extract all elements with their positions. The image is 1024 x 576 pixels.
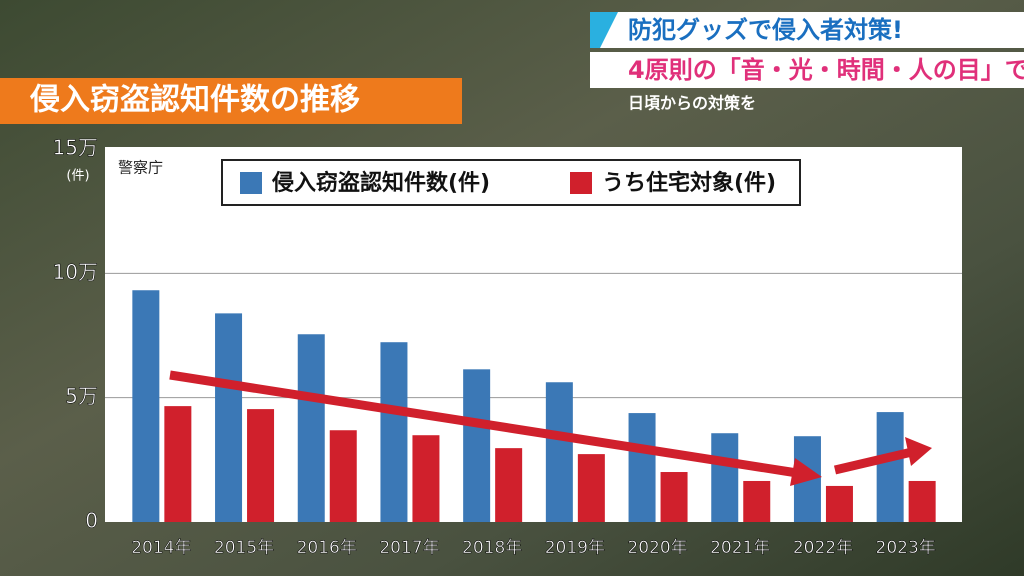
caption-box bbox=[590, 12, 1024, 48]
bar bbox=[247, 409, 275, 522]
legend-label: うち住宅対象(件) bbox=[602, 170, 776, 196]
bar bbox=[215, 313, 243, 522]
x-tick-label: 2021年 bbox=[710, 538, 770, 558]
bar bbox=[660, 472, 688, 522]
bar bbox=[908, 480, 936, 522]
bar bbox=[825, 485, 853, 522]
y-tick-label: 0 bbox=[85, 509, 98, 533]
legend bbox=[221, 159, 801, 206]
bar bbox=[164, 406, 192, 522]
y-tick-label: 5万 bbox=[65, 384, 98, 408]
title-banner bbox=[0, 78, 462, 124]
bar bbox=[297, 334, 325, 522]
bar bbox=[380, 342, 408, 522]
source: 警察庁 bbox=[118, 159, 163, 177]
trend-arrow bbox=[169, 370, 811, 480]
x-tick-label: 2022年 bbox=[793, 538, 853, 558]
trend-arrow-head bbox=[905, 437, 932, 466]
chart-title: 侵入窃盗認知件数の推移 bbox=[29, 83, 360, 118]
bar bbox=[545, 382, 573, 522]
bar bbox=[876, 412, 904, 522]
legend-swatch bbox=[570, 172, 592, 194]
x-tick-label: 2017年 bbox=[379, 538, 439, 558]
legend-label: 侵入窃盗認知件数(件) bbox=[271, 170, 490, 196]
caption-line: 防犯グッズで侵入者対策! bbox=[628, 16, 903, 44]
legend-swatch bbox=[240, 172, 262, 194]
x-tick-label: 2018年 bbox=[462, 538, 522, 558]
y-tick-label: 10万 bbox=[53, 260, 98, 284]
bar bbox=[329, 430, 357, 522]
x-tick-label: 2016年 bbox=[297, 538, 357, 558]
caption-line: 4原則の「音・光・時間・人の目」で bbox=[628, 56, 1024, 84]
caption-box bbox=[590, 52, 1024, 88]
bar bbox=[132, 290, 160, 522]
bar bbox=[495, 448, 523, 522]
trend-arrow-head bbox=[790, 458, 822, 486]
x-tick-label: 2020年 bbox=[627, 538, 687, 558]
bar bbox=[412, 435, 440, 522]
y-unit: (件) bbox=[66, 169, 89, 184]
bar bbox=[711, 433, 739, 522]
bar bbox=[463, 369, 491, 522]
trend-arrow bbox=[833, 447, 914, 475]
bar bbox=[743, 480, 771, 522]
x-tick-label: 2015年 bbox=[214, 538, 274, 558]
bar bbox=[628, 413, 656, 522]
caption-line: 日頃からの対策を bbox=[628, 94, 756, 113]
caption-accent bbox=[590, 12, 618, 48]
x-tick-label: 2023年 bbox=[876, 538, 936, 558]
bar bbox=[577, 454, 605, 522]
x-tick-label: 2019年 bbox=[545, 538, 605, 558]
x-tick-label: 2014年 bbox=[131, 538, 191, 558]
y-tick-label: 15万 bbox=[53, 136, 98, 160]
